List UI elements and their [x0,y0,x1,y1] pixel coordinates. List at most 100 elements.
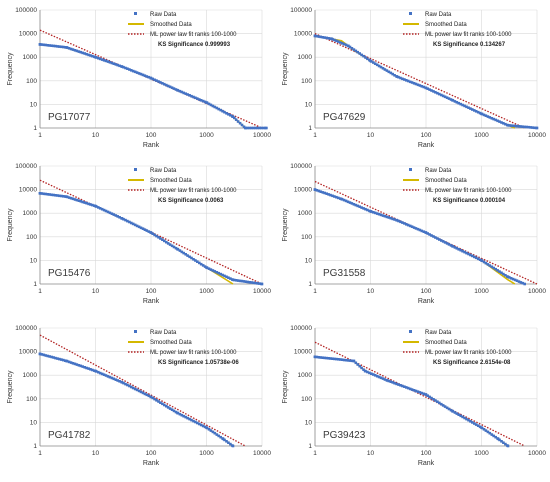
raw-point [52,356,55,359]
raw-point [313,355,317,359]
raw-point [420,229,424,233]
raw-point [133,70,137,74]
raw-point [344,43,348,47]
raw-point [131,222,135,226]
raw-point [517,280,521,283]
raw-point [126,219,129,223]
raw-point [352,48,356,51]
raw-point [360,206,363,209]
y-tick-label: 100000 [15,7,37,14]
raw-point [373,211,377,215]
raw-point [54,44,57,48]
raw-point [100,58,104,61]
raw-point [366,208,369,212]
ks-significance-label: KS Significance 2.6154e-08 [433,360,511,366]
raw-point [389,71,393,75]
chart-svg: 1 10 100 1000 10000 100000 1 10 100 1000 10000 Rank… [7,7,271,149]
y-tick-label: 1000 [23,210,38,217]
raw-point [180,413,184,417]
legend-label-smoothed: Smoothed Data [425,22,467,28]
raw-point [126,383,129,387]
raw-point [98,207,102,210]
raw-point [116,379,119,382]
raw-point [323,356,326,360]
raw-point [319,356,323,359]
x-tick-label: 10000 [253,450,271,457]
raw-point [118,216,121,219]
raw-point [363,369,367,373]
raw-point [496,269,499,272]
raw-point [360,366,363,370]
raw-point [387,379,391,383]
raw-point [441,240,445,243]
raw-point [331,357,334,360]
raw-point [414,82,418,86]
raw-point [260,126,263,130]
x-tick-label: 10 [92,288,100,295]
raw-point [217,107,220,111]
raw-point [188,94,191,97]
raw-point [403,78,406,81]
y-axis-title: Frequency [7,52,14,86]
raw-point [478,258,482,261]
y-tick-label: 10 [305,101,313,108]
series-id-label: PG15476 [48,268,91,279]
raw-point [155,79,158,82]
raw-point [372,373,375,376]
raw-point [199,99,203,102]
raw-point [69,361,73,364]
raw-point [42,353,46,357]
raw-point [358,52,361,55]
raw-point [381,67,385,70]
raw-point [114,378,118,381]
raw-point [163,239,166,243]
raw-point [139,72,143,76]
raw-point [91,203,94,207]
raw-point [441,94,445,98]
raw-point [441,404,445,407]
raw-point [521,125,525,128]
raw-point [186,93,189,96]
raw-point [496,119,499,123]
ks-significance-label: KS Significance 1.05738e-06 [158,360,239,366]
raw-point [75,49,79,53]
raw-point [137,389,141,393]
raw-point [438,238,441,241]
raw-point [87,202,90,206]
raw-point [509,124,513,127]
legend-swatch-raw [409,168,412,171]
x-tick-label: 10 [367,132,375,139]
raw-point [449,408,453,412]
raw-point [317,35,321,38]
raw-point [71,48,75,51]
raw-point [346,359,350,362]
raw-point [221,273,224,277]
raw-point [211,430,215,434]
raw-point [147,75,151,79]
raw-point [331,194,334,198]
raw-point [231,278,235,282]
raw-point [372,211,375,214]
raw-point [395,219,399,222]
y-tick-label: 10000 [19,187,37,194]
raw-point [432,398,435,401]
raw-point [342,42,346,46]
raw-point [347,44,350,48]
raw-point [116,215,119,218]
raw-point [211,104,215,108]
legend-swatch-raw [134,330,137,333]
raw-point [453,246,457,249]
chart-panel-pg15476: 1 10 100 1000 10000 100000 1 10 100 1000 10000 Rank… [0,156,275,316]
raw-point [124,218,127,222]
raw-point [406,79,410,83]
raw-point [221,437,225,441]
raw-point [67,196,71,199]
raw-point [403,385,406,388]
raw-point [102,59,106,62]
raw-point [143,74,147,77]
raw-point [147,230,151,233]
raw-point [48,44,51,47]
raw-point [62,195,65,198]
raw-point [198,98,201,101]
raw-point [114,214,118,217]
